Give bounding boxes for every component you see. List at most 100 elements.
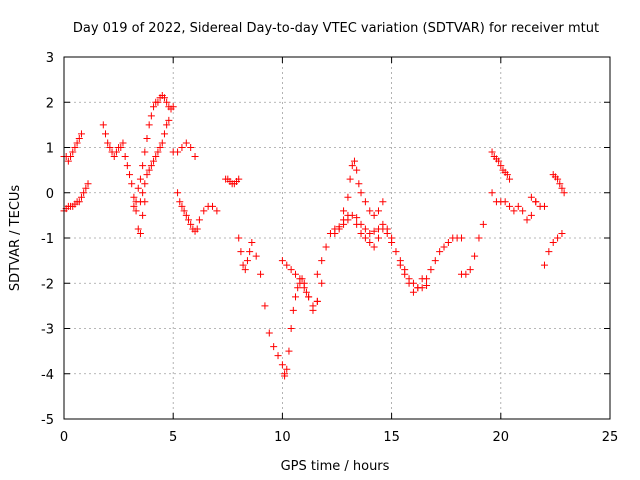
data-point bbox=[457, 234, 465, 242]
data-point bbox=[409, 288, 417, 296]
data-point bbox=[141, 148, 149, 156]
data-point bbox=[191, 153, 199, 161]
data-point bbox=[370, 243, 378, 251]
data-point bbox=[353, 214, 361, 222]
data-point bbox=[495, 157, 503, 165]
y-tick-label: 3 bbox=[46, 51, 54, 66]
data-point bbox=[112, 148, 120, 156]
data-point bbox=[497, 162, 505, 170]
data-point bbox=[506, 175, 514, 183]
data-point bbox=[130, 202, 138, 210]
data-point bbox=[462, 270, 470, 278]
data-point bbox=[134, 225, 142, 233]
data-point bbox=[248, 239, 256, 247]
data-point bbox=[82, 184, 90, 192]
data-point bbox=[331, 229, 339, 237]
data-point bbox=[545, 248, 553, 256]
data-point bbox=[374, 234, 382, 242]
plot-frame bbox=[63, 56, 611, 420]
data-point bbox=[370, 211, 378, 219]
data-point bbox=[136, 198, 144, 206]
data-point bbox=[75, 198, 83, 206]
data-point bbox=[514, 202, 522, 210]
data-point bbox=[123, 162, 131, 170]
data-point bbox=[558, 184, 566, 192]
data-point bbox=[187, 220, 195, 228]
data-point bbox=[64, 157, 72, 165]
data-point bbox=[318, 279, 326, 287]
y-tick-label: -2 bbox=[41, 277, 54, 292]
data-point bbox=[134, 184, 142, 192]
data-point bbox=[104, 139, 112, 147]
data-point bbox=[278, 361, 286, 369]
data-point bbox=[519, 207, 527, 215]
data-point bbox=[139, 162, 147, 170]
data-point bbox=[346, 175, 354, 183]
data-point bbox=[471, 252, 479, 260]
data-point bbox=[388, 239, 396, 247]
data-point bbox=[126, 171, 134, 179]
data-point bbox=[292, 293, 300, 301]
data-point bbox=[556, 180, 564, 188]
data-point bbox=[257, 270, 265, 278]
data-point bbox=[285, 347, 293, 355]
data-point bbox=[178, 144, 186, 151]
data-point bbox=[554, 175, 562, 183]
data-point bbox=[147, 112, 155, 120]
data-point bbox=[392, 248, 400, 256]
data-point bbox=[136, 229, 144, 237]
data-point bbox=[71, 144, 79, 151]
data-point bbox=[466, 266, 474, 274]
data-point bbox=[401, 270, 409, 278]
data-point bbox=[379, 198, 387, 206]
data-point bbox=[475, 234, 483, 242]
data-point bbox=[283, 261, 291, 269]
data-point bbox=[296, 275, 304, 283]
data-point bbox=[136, 175, 144, 183]
data-point bbox=[357, 189, 365, 197]
data-point bbox=[243, 257, 251, 265]
data-point bbox=[121, 153, 129, 161]
data-point bbox=[160, 94, 168, 102]
y-tick-label: -3 bbox=[41, 323, 54, 338]
x-tick-labels: 0 5 10 15 20 25 bbox=[60, 430, 618, 445]
data-point bbox=[101, 130, 109, 138]
data-point bbox=[119, 139, 127, 147]
data-point bbox=[145, 166, 153, 174]
data-point bbox=[366, 239, 374, 247]
data-point bbox=[130, 193, 138, 201]
data-point bbox=[302, 288, 310, 296]
data-point bbox=[84, 180, 92, 188]
data-point bbox=[370, 227, 378, 235]
data-point bbox=[383, 229, 391, 237]
data-point bbox=[69, 148, 77, 156]
y-tick-label: 0 bbox=[46, 187, 54, 202]
x-axis-label: GPS time / hours bbox=[281, 459, 390, 474]
data-point bbox=[501, 198, 509, 206]
data-point bbox=[294, 284, 302, 292]
data-point bbox=[147, 162, 155, 170]
data-point bbox=[150, 157, 158, 165]
data-point bbox=[182, 139, 190, 147]
data-point bbox=[340, 216, 348, 224]
data-point bbox=[274, 352, 282, 360]
data-point bbox=[366, 207, 374, 215]
data-point bbox=[558, 229, 566, 237]
data-point bbox=[540, 261, 548, 269]
data-point bbox=[503, 171, 511, 179]
data-point bbox=[145, 121, 153, 129]
data-point bbox=[287, 325, 295, 332]
data-point bbox=[313, 297, 321, 305]
data-point bbox=[106, 144, 114, 151]
data-point bbox=[431, 257, 439, 265]
data-point bbox=[252, 252, 260, 260]
data-point bbox=[549, 239, 557, 247]
data-point bbox=[423, 275, 431, 283]
data-point bbox=[77, 193, 85, 201]
data-point bbox=[366, 229, 374, 237]
data-point bbox=[154, 98, 162, 106]
data-point bbox=[213, 207, 221, 215]
data-point bbox=[488, 148, 496, 156]
data-point bbox=[436, 248, 444, 256]
